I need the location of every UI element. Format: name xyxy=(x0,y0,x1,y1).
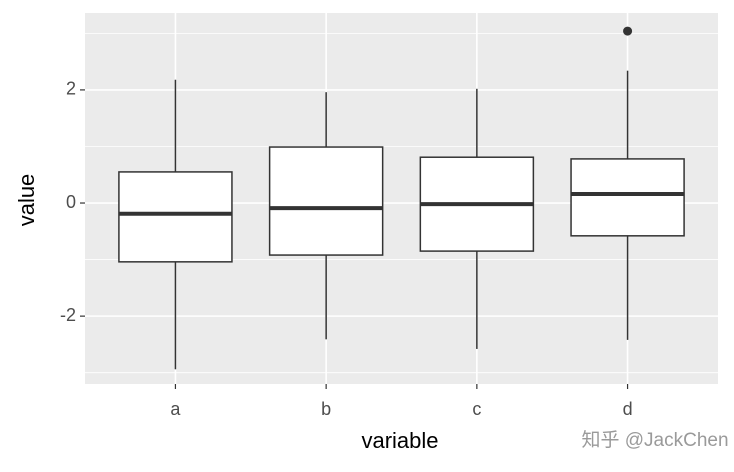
box xyxy=(570,158,685,237)
x-axis-label: variable xyxy=(361,428,438,453)
watermark: 知乎 @JackChen xyxy=(581,429,728,451)
y-tick-label: 0 xyxy=(66,192,76,212)
x-tick-label: d xyxy=(623,399,633,419)
x-tick-label: a xyxy=(170,399,181,419)
outlier xyxy=(623,26,633,36)
y-axis-label: value xyxy=(14,174,39,227)
y-tick-label: -2 xyxy=(60,305,76,325)
box xyxy=(268,146,384,256)
x-tick-label: c xyxy=(472,399,481,419)
x-tick-label: b xyxy=(321,399,331,419)
box xyxy=(118,171,233,263)
y-tick-label: 2 xyxy=(66,79,76,99)
